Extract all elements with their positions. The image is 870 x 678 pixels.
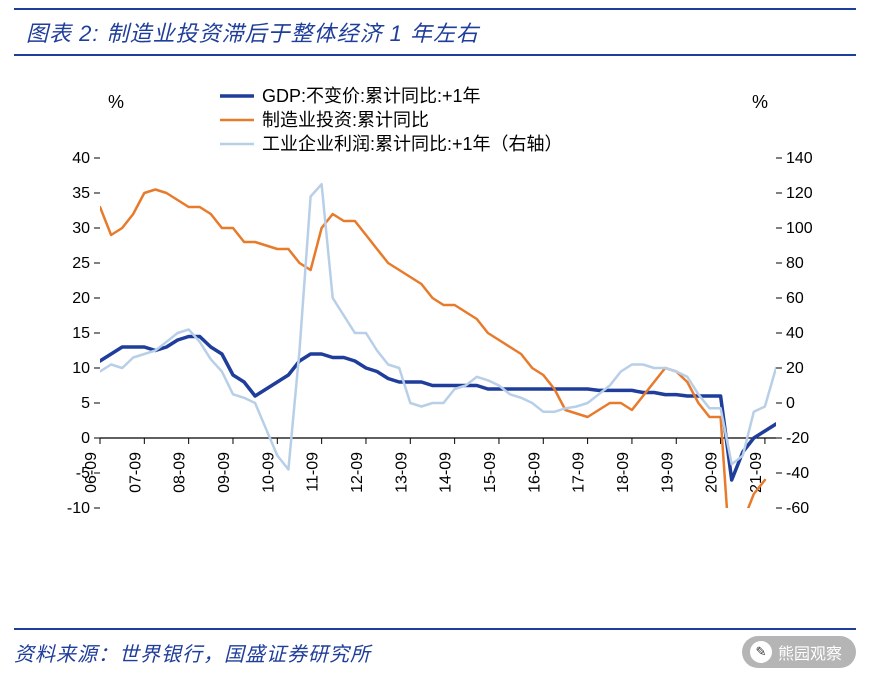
svg-text:10-09: 10-09: [260, 452, 277, 493]
svg-text:40: 40: [786, 325, 804, 342]
svg-text:%: %: [108, 92, 124, 112]
chart-header: 图表 2: 制造业投资滞后于整体经济 1 年左右: [14, 8, 856, 56]
svg-text:-40: -40: [786, 465, 809, 482]
svg-text:15: 15: [72, 325, 90, 342]
svg-text:17-09: 17-09: [571, 452, 588, 493]
svg-text:40: 40: [72, 150, 90, 167]
svg-text:20-09: 20-09: [704, 452, 721, 493]
line-chart: -10-50510152025303540-60-40-200204060801…: [38, 78, 838, 598]
svg-text:21-09: 21-09: [748, 452, 765, 493]
svg-text:-60: -60: [786, 500, 809, 517]
svg-text:120: 120: [786, 185, 813, 202]
svg-text:5: 5: [81, 395, 90, 412]
svg-text:14-09: 14-09: [438, 452, 455, 493]
svg-text:20: 20: [786, 360, 804, 377]
svg-text:13-09: 13-09: [393, 452, 410, 493]
svg-text:%: %: [752, 92, 768, 112]
svg-text:工业企业利润:累计同比:+1年（右轴）: 工业企业利润:累计同比:+1年（右轴）: [262, 134, 563, 154]
svg-text:-10: -10: [67, 500, 90, 517]
svg-text:35: 35: [72, 185, 90, 202]
svg-text:11-09: 11-09: [305, 452, 322, 492]
svg-text:18-09: 18-09: [615, 452, 632, 493]
svg-text:140: 140: [786, 150, 813, 167]
svg-text:16-09: 16-09: [526, 452, 543, 493]
svg-text:15-09: 15-09: [482, 452, 499, 493]
svg-text:0: 0: [81, 430, 90, 447]
svg-text:80: 80: [786, 255, 804, 272]
watermark-text: 熊园观察: [778, 640, 842, 664]
svg-text:09-09: 09-09: [216, 452, 233, 493]
svg-text:制造业投资:累计同比: 制造业投资:累计同比: [262, 110, 429, 130]
svg-text:-20: -20: [786, 430, 809, 447]
chart-title: 图表 2: 制造业投资滞后于整体经济 1 年左右: [26, 16, 844, 48]
source-text: 资料来源：世界银行，国盛证券研究所: [14, 638, 371, 667]
chart-footer: 资料来源：世界银行，国盛证券研究所 ✎ 熊园观察: [14, 628, 856, 668]
svg-text:07-09: 07-09: [127, 452, 144, 493]
svg-text:30: 30: [72, 220, 90, 237]
svg-text:60: 60: [786, 290, 804, 307]
wechat-icon: ✎: [750, 641, 772, 663]
svg-text:20: 20: [72, 290, 90, 307]
svg-text:06-09: 06-09: [83, 452, 100, 493]
svg-text:19-09: 19-09: [659, 452, 676, 493]
svg-text:GDP:不变价:累计同比:+1年: GDP:不变价:累计同比:+1年: [262, 86, 481, 106]
svg-text:25: 25: [72, 255, 90, 272]
svg-text:100: 100: [786, 220, 813, 237]
svg-text:08-09: 08-09: [172, 452, 189, 493]
watermark-badge: ✎ 熊园观察: [742, 636, 856, 668]
chart-area: -10-50510152025303540-60-40-200204060801…: [38, 78, 838, 598]
svg-text:10: 10: [72, 360, 90, 377]
svg-text:0: 0: [786, 395, 795, 412]
svg-text:12-09: 12-09: [349, 452, 366, 493]
